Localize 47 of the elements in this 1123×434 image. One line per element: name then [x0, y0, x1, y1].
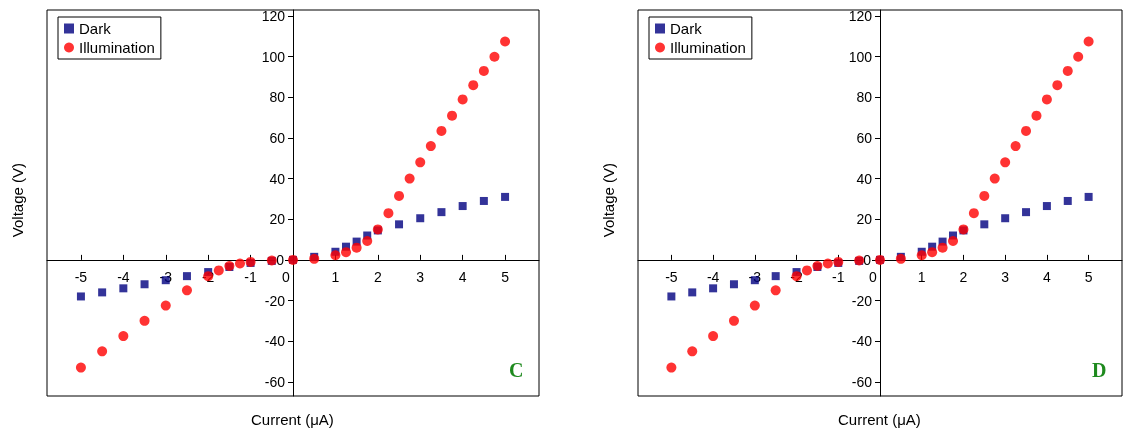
- y-tick-label: 80: [856, 89, 873, 106]
- y-tick-label: 100: [261, 48, 286, 65]
- y-tick-label: 0: [276, 251, 285, 268]
- x-tick-label: -5: [74, 268, 88, 285]
- x-tick-label: 2: [959, 268, 968, 285]
- x-tick-label: 4: [1043, 268, 1051, 285]
- x-tick-label: -1: [244, 268, 258, 285]
- y-tick-label: -40: [851, 333, 873, 350]
- x-tick-label: 1: [331, 268, 340, 285]
- annotation: C: [509, 359, 524, 381]
- y-tick-label: 80: [269, 89, 286, 106]
- y-tick-label: -20: [851, 292, 873, 309]
- x-tick-label: -4: [706, 268, 720, 285]
- y-tick-label: -60: [851, 373, 873, 390]
- x-tick-label: -5: [665, 268, 678, 285]
- y-tick-label: 120: [261, 8, 286, 25]
- y-tick-label: -40: [264, 333, 286, 350]
- x-tick-label: 1: [917, 268, 926, 285]
- legend-label: Illumination: [670, 39, 746, 56]
- x-tick-label: 3: [416, 268, 425, 285]
- legend-label: Dark: [670, 20, 703, 37]
- y-tick-label: 0: [863, 251, 872, 268]
- x-tick-label: -1: [832, 268, 845, 285]
- y-tick-label: -60: [264, 373, 286, 390]
- legend-label: Illumination: [79, 39, 155, 56]
- y-tick-label: 20: [269, 211, 286, 228]
- y-tick-label: 40: [269, 170, 286, 187]
- x-tick-label: 5: [501, 268, 510, 285]
- y-tick-label: 120: [848, 8, 873, 25]
- y-tick-label: 20: [856, 211, 873, 228]
- y-axis-title: Voltage (V): [9, 162, 26, 238]
- x-axis-title: Current (μA): [251, 411, 334, 428]
- x-tick-label: 5: [1084, 268, 1093, 285]
- x-tick-label: -3: [159, 268, 173, 285]
- annotation: D: [1092, 359, 1107, 381]
- x-axis-title: Current (μA): [838, 411, 921, 428]
- y-tick-label: -20: [264, 292, 286, 309]
- legend-label: Dark: [79, 20, 112, 37]
- y-tick-label: 60: [269, 129, 286, 146]
- x-tick-label: 3: [1001, 268, 1010, 285]
- y-tick-label: 40: [856, 170, 873, 187]
- x-tick-label: -4: [117, 268, 130, 285]
- x-tick-label: 2: [373, 268, 382, 285]
- y-tick-label: 60: [856, 129, 873, 146]
- y-tick-label: 100: [848, 48, 873, 65]
- x-tick-label: 4: [458, 268, 467, 285]
- y-axis-title: Voltage (V): [600, 162, 617, 238]
